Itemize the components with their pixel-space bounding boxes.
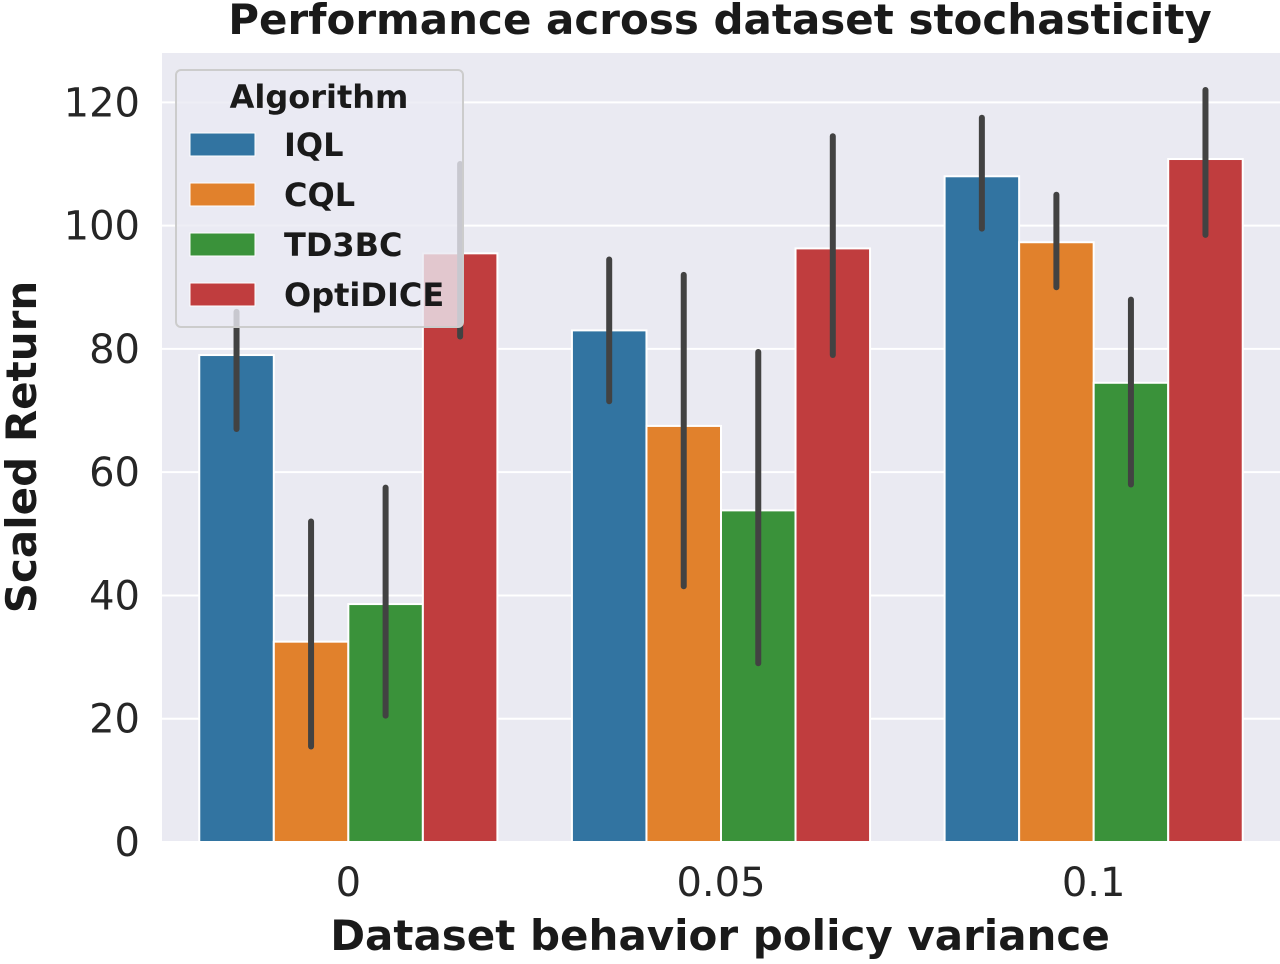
legend-label-iql: IQL [284, 126, 344, 164]
x-tick-labels: 0 0.05 0.1 [336, 860, 1126, 906]
legend-title: Algorithm [230, 78, 409, 116]
legend-swatch-optidice [189, 282, 256, 307]
y-tick-label: 60 [89, 450, 140, 496]
y-axis-label: Scaled Return [0, 281, 46, 613]
chart-title: Performance across dataset stochasticity [228, 0, 1212, 44]
bar-td3bc [347, 603, 424, 844]
legend-label-cql: CQL [284, 176, 355, 214]
y-tick-label: 80 [89, 327, 140, 373]
legend: Algorithm IQL CQL TD3BC OptiDICE [175, 69, 464, 328]
legend-items: IQL CQL TD3BC OptiDICE [189, 126, 444, 314]
bar-optidice [1167, 158, 1244, 844]
y-tick-labels: 0 20 40 60 80 100 120 [64, 80, 140, 866]
y-tick-label: 40 [89, 573, 140, 619]
y-tick-label: 100 [64, 204, 140, 250]
bar-iql [943, 175, 1021, 843]
y-tick-label: 0 [115, 820, 140, 866]
y-tick-label: 120 [64, 80, 140, 126]
error-bars [233, 86, 1209, 750]
legend-swatch-cql [189, 182, 256, 207]
legend-swatch-iql [189, 132, 256, 157]
bars [198, 158, 1244, 844]
legend-swatch-td3bc [189, 232, 256, 257]
bar-cql [1018, 241, 1095, 844]
legend-label-td3bc: TD3BC [284, 226, 403, 264]
x-tick-label: 0 [336, 860, 361, 906]
x-axis-label: Dataset behavior policy variance [330, 911, 1110, 960]
x-tick-label: 0.1 [1062, 860, 1126, 906]
bar-optidice [421, 252, 499, 843]
legend-label-optidice: OptiDICE [284, 276, 444, 314]
x-tick-label: 0.05 [676, 860, 765, 906]
bar-iql [570, 329, 648, 843]
y-tick-label: 20 [89, 697, 140, 743]
